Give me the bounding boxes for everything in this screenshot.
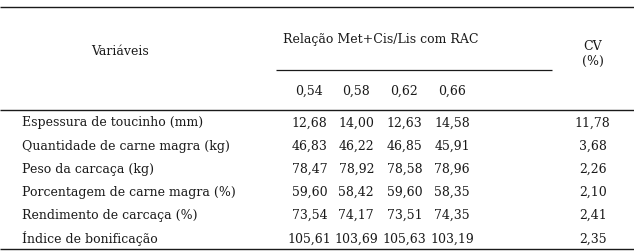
Text: Porcentagem de carne magra (%): Porcentagem de carne magra (%) <box>22 185 236 198</box>
Text: 2,10: 2,10 <box>579 185 607 198</box>
Text: 0,54: 0,54 <box>295 84 323 97</box>
Text: 0,58: 0,58 <box>342 84 370 97</box>
Text: 78,92: 78,92 <box>339 162 374 175</box>
Text: 103,69: 103,69 <box>334 231 378 244</box>
Text: 105,63: 105,63 <box>382 231 427 244</box>
Text: 46,85: 46,85 <box>387 139 422 152</box>
Text: 0,66: 0,66 <box>438 84 466 97</box>
Text: 46,83: 46,83 <box>292 139 327 152</box>
Text: 3,68: 3,68 <box>579 139 607 152</box>
Text: 2,41: 2,41 <box>579 208 607 221</box>
Text: 103,19: 103,19 <box>430 231 474 244</box>
Text: Rendimento de carcaça (%): Rendimento de carcaça (%) <box>22 208 198 221</box>
Text: Peso da carcaça (kg): Peso da carcaça (kg) <box>22 162 154 175</box>
Text: 78,47: 78,47 <box>292 162 327 175</box>
Text: 78,58: 78,58 <box>387 162 422 175</box>
Text: 78,96: 78,96 <box>434 162 470 175</box>
Text: 46,22: 46,22 <box>339 139 374 152</box>
Text: 59,60: 59,60 <box>292 185 327 198</box>
Text: 14,58: 14,58 <box>434 116 470 129</box>
Text: Variáveis: Variáveis <box>91 45 150 58</box>
Text: Quantidade de carne magra (kg): Quantidade de carne magra (kg) <box>22 139 230 152</box>
Text: 73,54: 73,54 <box>292 208 327 221</box>
Text: Índice de bonificação: Índice de bonificação <box>22 231 158 245</box>
Text: 45,91: 45,91 <box>434 139 470 152</box>
Text: Espessura de toucinho (mm): Espessura de toucinho (mm) <box>22 116 204 129</box>
Text: 59,60: 59,60 <box>387 185 422 198</box>
Text: CV
(%): CV (%) <box>582 40 604 68</box>
Text: 73,51: 73,51 <box>387 208 422 221</box>
Text: 58,42: 58,42 <box>339 185 374 198</box>
Text: 12,63: 12,63 <box>387 116 422 129</box>
Text: 105,61: 105,61 <box>287 231 332 244</box>
Text: 14,00: 14,00 <box>339 116 374 129</box>
Text: 0,62: 0,62 <box>391 84 418 97</box>
Text: 58,35: 58,35 <box>434 185 470 198</box>
Text: 74,17: 74,17 <box>339 208 374 221</box>
Text: 11,78: 11,78 <box>575 116 611 129</box>
Text: 12,68: 12,68 <box>292 116 327 129</box>
Text: 74,35: 74,35 <box>434 208 470 221</box>
Text: 2,26: 2,26 <box>579 162 607 175</box>
Text: 2,35: 2,35 <box>579 231 607 244</box>
Text: Relação Met+Cis/Lis com RAC: Relação Met+Cis/Lis com RAC <box>283 33 478 46</box>
